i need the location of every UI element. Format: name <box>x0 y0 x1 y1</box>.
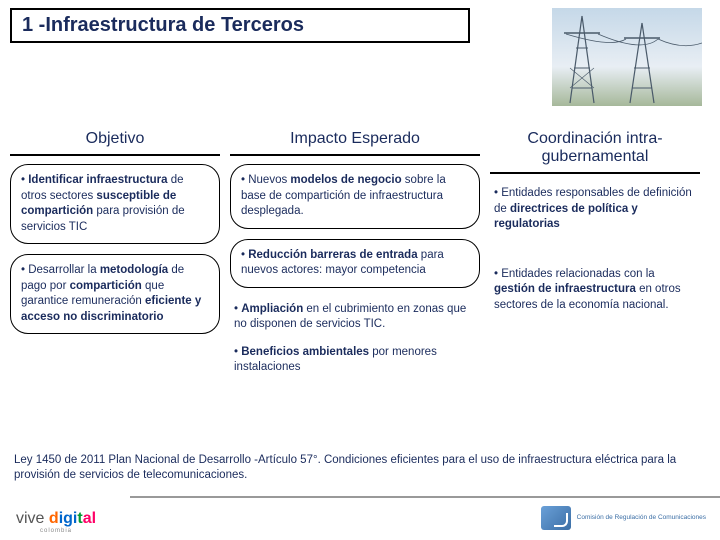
slide-title: 1 -Infraestructura de Terceros <box>10 8 470 43</box>
footnote-text: Ley 1450 de 2011 Plan Nacional de Desarr… <box>14 453 706 484</box>
content-columns: Objetivo • Identificar infraestructura d… <box>10 130 710 384</box>
objetivo-bubble-2: • Desarrollar la metodología de pago por… <box>10 254 220 334</box>
heading-objetivo: Objetivo <box>10 130 220 156</box>
logo-crc: Comisión de Regulación de Comunicaciones <box>541 506 706 530</box>
heading-impacto: Impacto Esperado <box>230 130 480 156</box>
impacto-bubble-2: • Reducción barreras de entrada para nue… <box>230 239 480 288</box>
coord-flat-1: • Entidades responsables de definición d… <box>490 182 700 241</box>
column-coord: Coordinación intra-gubernamental • Entid… <box>490 130 700 384</box>
column-impacto: Impacto Esperado • Nuevos modelos de neg… <box>230 130 480 384</box>
crc-mark-icon <box>541 506 571 530</box>
objetivo-bubble-1: • Identificar infraestructura de otros s… <box>10 164 220 244</box>
impacto-flat-1: • Ampliación en el cubrimiento en zonas … <box>230 298 480 341</box>
coord-flat-2: • Entidades relacionadas con la gestión … <box>490 263 700 322</box>
footer-divider <box>130 496 720 498</box>
crc-text: Comisión de Regulación de Comunicaciones <box>577 514 706 521</box>
logo-vive-digital: vive digital colombia <box>16 510 96 534</box>
heading-coord: Coordinación intra-gubernamental <box>490 130 700 174</box>
impacto-flat-2: • Beneficios ambientales por menores ins… <box>230 341 480 384</box>
column-objetivo: Objetivo • Identificar infraestructura d… <box>10 130 220 384</box>
tower-photo <box>552 8 702 106</box>
impacto-bubble-1: • Nuevos modelos de negocio sobre la bas… <box>230 164 480 229</box>
